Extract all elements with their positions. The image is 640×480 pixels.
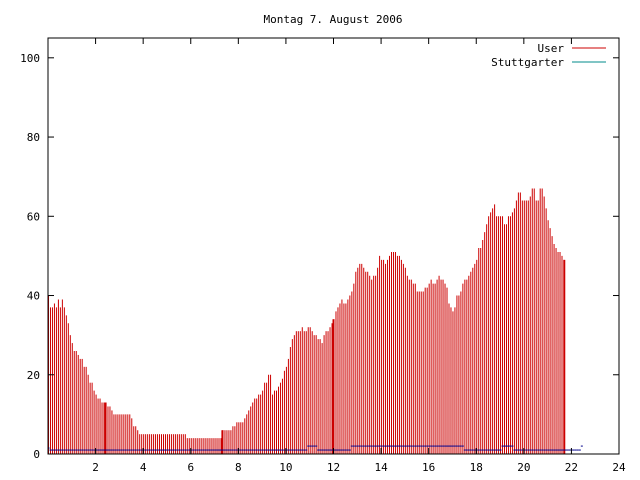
x-tick-label: 10 — [279, 461, 292, 474]
x-tick-label: 4 — [140, 461, 147, 474]
y-tick-label: 60 — [27, 210, 40, 223]
x-tick-label: 20 — [517, 461, 530, 474]
series-stuttgarter — [47, 445, 583, 451]
x-tick-label: 24 — [612, 461, 626, 474]
x-tick-label: 8 — [235, 461, 242, 474]
series-user — [48, 188, 566, 454]
chart-title: Montag 7. August 2006 — [263, 13, 402, 26]
legend: User Stuttgarter — [491, 42, 606, 69]
x-tick-label: 6 — [187, 461, 194, 474]
y-tick-label: 80 — [27, 131, 40, 144]
legend-label-stuttgarter: Stuttgarter — [491, 56, 564, 69]
x-tick-label: 14 — [374, 461, 388, 474]
y-tick-label: 100 — [20, 52, 40, 65]
x-tick-label: 2 — [92, 461, 99, 474]
axes — [47, 37, 620, 455]
x-tick-label: 16 — [422, 461, 435, 474]
x-tick-label: 18 — [470, 461, 483, 474]
x-tick-label: 22 — [565, 461, 578, 474]
y-tick-label: 0 — [33, 448, 40, 461]
x-tick-label: 12 — [327, 461, 340, 474]
y-tick-labels: 0 20 40 60 80 100 — [20, 52, 40, 461]
legend-label-user: User — [538, 42, 565, 55]
x-tick-labels: 2 4 6 8 10 12 14 16 18 20 22 24 — [92, 461, 626, 474]
y-tick-label: 40 — [27, 290, 40, 303]
y-tick-label: 20 — [27, 369, 40, 382]
